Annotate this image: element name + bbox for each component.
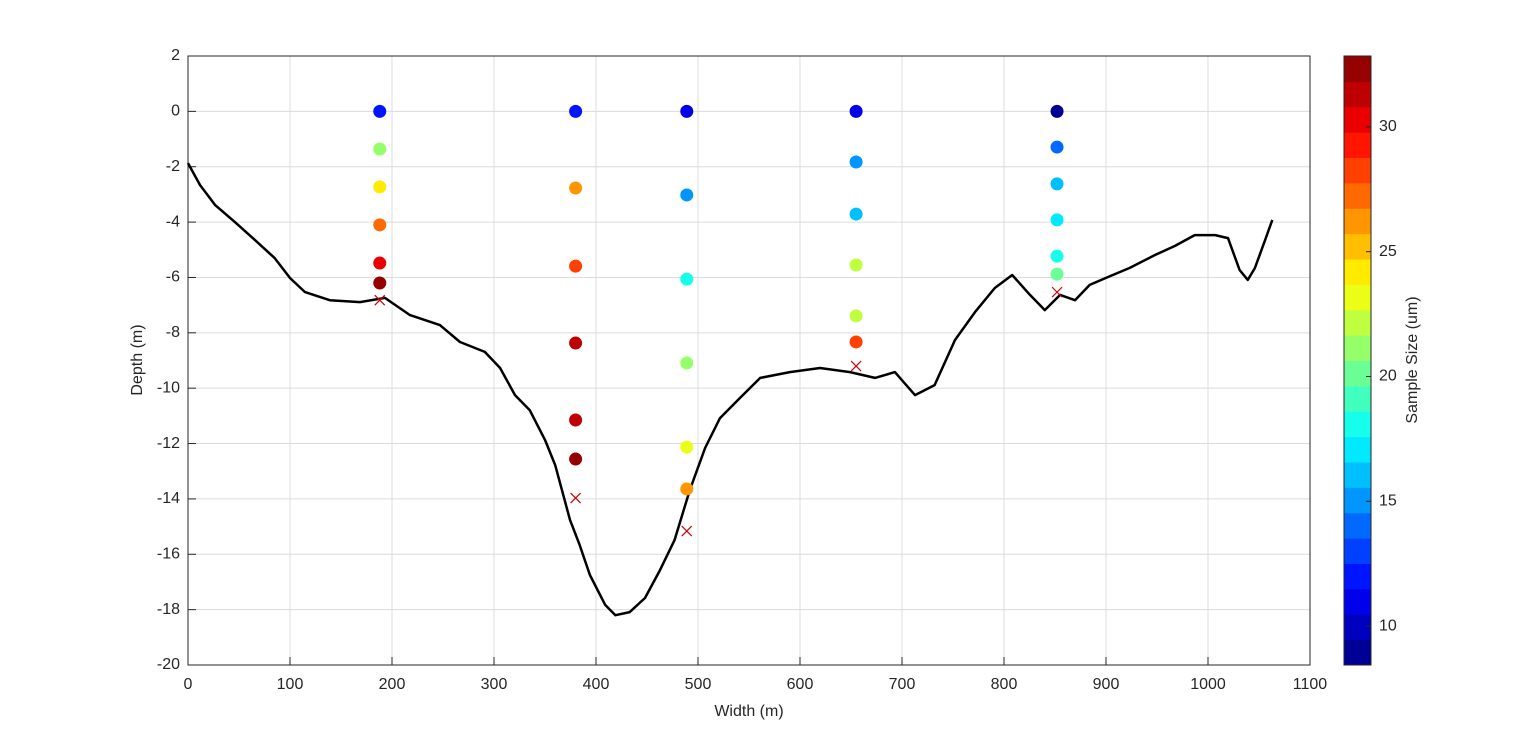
sample-point [569, 336, 583, 350]
x-tick-label: 900 [1093, 676, 1120, 693]
colorbar-swatch [1344, 208, 1371, 235]
x-tick-label: 100 [277, 676, 304, 693]
colorbar-swatch [1344, 335, 1371, 361]
sample-point [373, 142, 387, 156]
y-tick-label: -12 [157, 435, 180, 452]
bed-marker [570, 492, 582, 504]
sample-point [680, 272, 694, 286]
colorbar-tick-label: 15 [1379, 492, 1397, 509]
y-tick-label: -10 [157, 379, 180, 396]
y-tick-label: -14 [157, 490, 180, 507]
colorbar-swatch [1344, 81, 1371, 108]
sample-point [680, 104, 694, 118]
colorbar-tick-label: 25 [1379, 243, 1397, 260]
colorbar-swatch [1344, 512, 1371, 539]
x-tick-label: 0 [184, 676, 193, 693]
y-tick-label: 2 [171, 47, 180, 64]
x-tick-label: 500 [685, 676, 712, 693]
sample-point [1050, 213, 1064, 227]
x-tick-label: 800 [991, 676, 1018, 693]
colorbar-swatch [1344, 487, 1371, 514]
bed-marker [1051, 286, 1063, 298]
sample-point [569, 452, 583, 466]
sample-point [373, 276, 387, 290]
y-tick-label: -18 [157, 601, 180, 618]
sample-point [569, 413, 583, 427]
colorbar-swatch [1344, 132, 1371, 158]
colorbar-swatch [1344, 538, 1371, 564]
sample-point [373, 180, 387, 194]
sample-point [680, 440, 694, 454]
colorbar-swatch [1344, 106, 1371, 133]
colorbar-swatch [1344, 284, 1371, 311]
colorbar-swatch [1344, 360, 1371, 387]
y-tick-label: -4 [166, 213, 180, 230]
profile-line [186, 162, 1274, 617]
bed-marker [850, 360, 862, 372]
sample-point [849, 104, 863, 118]
colorbar-swatch [1344, 385, 1371, 412]
sample-point [849, 309, 863, 323]
colorbar-swatch [1344, 639, 1371, 666]
sample-point [849, 258, 863, 272]
x-tick-label: 200 [379, 676, 406, 693]
x-tick-label: 1100 [1293, 676, 1328, 693]
sample-point [1050, 177, 1064, 191]
colorbar-swatch [1344, 56, 1371, 82]
colorbar-frame [1343, 55, 1372, 666]
colorbar-label: Sample Size (um) [1404, 296, 1421, 423]
colorbar-swatch [1344, 259, 1371, 285]
colorbar-tick-label: 20 [1379, 368, 1397, 385]
sample-point [849, 155, 863, 169]
y-tick-label: -16 [157, 545, 180, 562]
bed-marker [374, 294, 386, 306]
sample-point [373, 218, 387, 232]
y-tick-label: 0 [171, 103, 180, 120]
colorbar-swatch [1344, 588, 1371, 615]
colorbar-tick-label: 30 [1379, 118, 1397, 135]
sample-point [849, 207, 863, 221]
y-tick-label: -8 [166, 324, 180, 341]
colorbar-tick-label: 10 [1379, 617, 1397, 634]
colorbar-swatch [1344, 411, 1371, 438]
sample-point [849, 335, 863, 349]
colorbar-swatch [1344, 462, 1371, 488]
colorbar-swatch [1344, 614, 1371, 641]
x-tick-label: 300 [481, 676, 508, 693]
bed-marker [681, 525, 693, 537]
x-tick-label: 400 [583, 676, 610, 693]
sample-point [373, 256, 387, 270]
sample-point [680, 356, 694, 370]
colorbar-swatch [1344, 563, 1371, 590]
sample-point [1050, 140, 1064, 154]
sample-point [680, 482, 694, 496]
colorbar-swatch [1344, 157, 1371, 184]
x-tick-label: 1000 [1190, 676, 1226, 693]
sample-point [1050, 249, 1064, 263]
colorbar-swatch [1344, 309, 1371, 336]
sample-point [1050, 104, 1064, 118]
x-tick-label: 700 [889, 676, 916, 693]
plot-frame [187, 55, 1311, 666]
sample-point [373, 104, 387, 118]
colorbar-swatch [1344, 233, 1371, 260]
y-axis-label: Depth (m) [129, 324, 146, 395]
y-tick-label: -6 [166, 269, 180, 286]
sample-point [569, 104, 583, 118]
x-axis-label: Width (m) [714, 703, 783, 720]
sample-point [569, 259, 583, 273]
y-tick-label: -2 [166, 158, 180, 175]
sample-point [1050, 267, 1064, 281]
colorbar-swatch [1344, 182, 1371, 209]
sample-point [569, 181, 583, 195]
sample-point [680, 188, 694, 202]
x-tick-label: 600 [787, 676, 814, 693]
colorbar-swatch [1344, 436, 1371, 463]
y-tick-label: -20 [157, 656, 180, 673]
